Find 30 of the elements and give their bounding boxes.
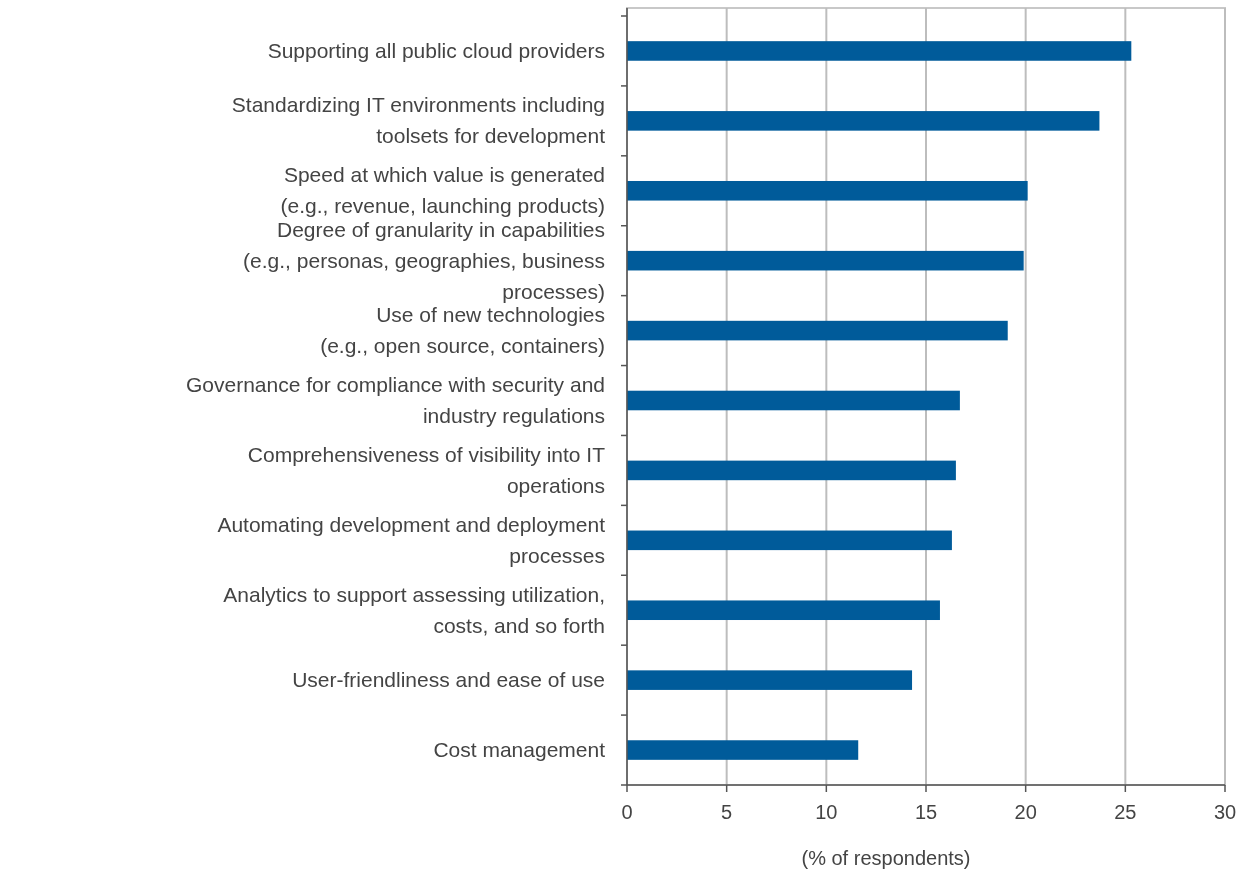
y-tick-label: Standardizing IT environments including toolsets for development (231, 93, 606, 148)
x-tick-label: 0 (621, 801, 633, 823)
x-tick-label: 25 (1114, 801, 1137, 823)
y-tick-label: Degree of granularity in capabilities (e.g., personas, geographies, business processes) (243, 217, 605, 303)
bar (627, 320, 1008, 341)
bar (627, 530, 952, 551)
x-tick-label: 30 (1213, 801, 1237, 823)
bar (627, 460, 956, 481)
bar (627, 670, 913, 690)
bar (627, 180, 1028, 201)
x-tick-label: 15 (914, 801, 938, 823)
x-tick-label: 5 (721, 801, 733, 823)
bar (627, 600, 940, 621)
y-tick-label: Supporting all public cloud providers (267, 38, 605, 62)
x-tick-label: 10 (815, 801, 838, 823)
y-tick-label: Cost management (433, 738, 606, 762)
bar (627, 250, 1024, 271)
bar (627, 111, 1100, 131)
x-tick-label: 20 (1014, 801, 1037, 823)
y-tick-label: Analytics to support assessing utilization, costs, and so forth (223, 582, 605, 637)
x-axis-title: (% of respondents) (801, 847, 971, 869)
bar (627, 41, 1132, 61)
y-tick-label: Comprehensiveness of visibility into IT operations (247, 442, 606, 497)
bar (627, 740, 859, 760)
bar (627, 390, 960, 411)
y-tick-label: Use of new technologies (e.g., open source, containers) (320, 303, 605, 358)
y-tick-label: Governance for compliance with security and industry regulations (185, 373, 605, 427)
y-tick-label: User-friendliness and ease of use (292, 668, 605, 692)
y-tick-label: Automating development and deployment processes (217, 512, 606, 567)
y-tick-label: Speed at which value is generated (e.g., revenue, launching products) (280, 163, 605, 218)
